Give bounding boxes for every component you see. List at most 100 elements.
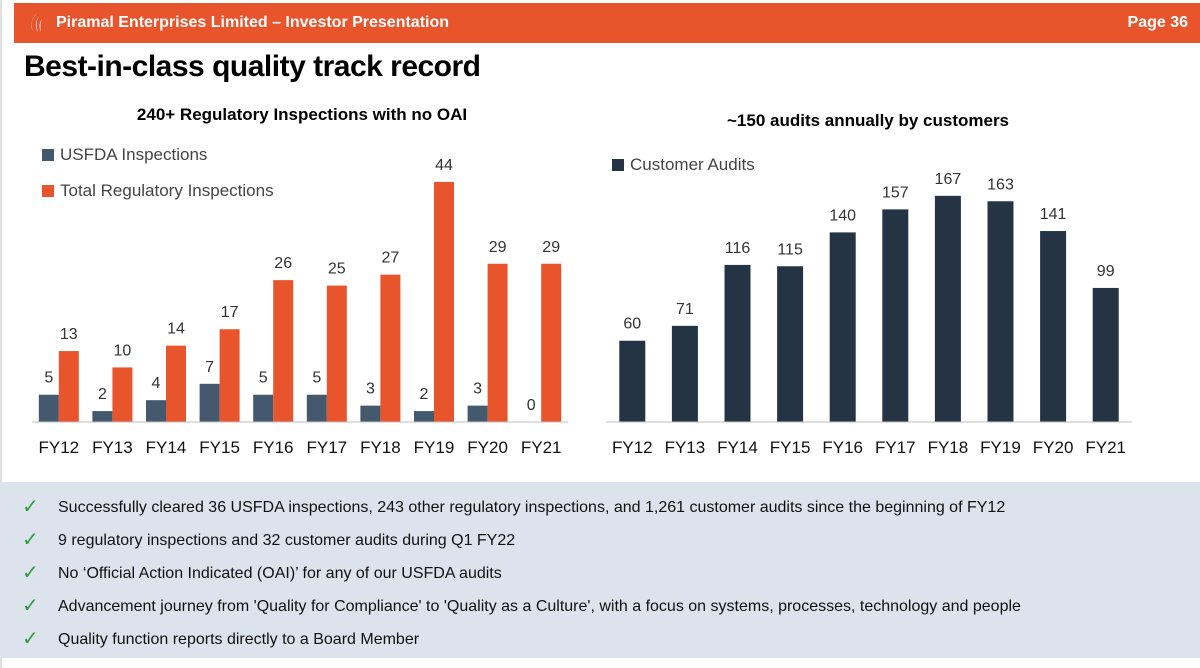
bar xyxy=(724,264,751,422)
bar xyxy=(58,351,79,422)
bar xyxy=(253,394,274,422)
data-label: 99 xyxy=(1097,263,1115,280)
data-label: 3 xyxy=(366,381,375,398)
bar xyxy=(934,195,961,422)
bar xyxy=(380,274,401,422)
x-tick-label: FY18 xyxy=(360,438,401,457)
data-label: 29 xyxy=(489,239,507,256)
data-label: 5 xyxy=(312,370,321,387)
x-tick-label: FY21 xyxy=(521,438,562,457)
data-label: 140 xyxy=(829,207,856,224)
bullet-text: Quality function reports directly to a B… xyxy=(58,631,420,648)
bullet-item: ✓ 9 regulatory inspections and 32 custom… xyxy=(0,525,1200,558)
x-tick-label: FY16 xyxy=(822,438,863,457)
bar xyxy=(882,209,909,422)
legend-swatch xyxy=(612,159,624,171)
data-label: 25 xyxy=(328,261,346,278)
check-icon: ✓ xyxy=(22,494,39,518)
data-label: 141 xyxy=(1040,206,1067,223)
chart-title: 240+ Regulatory Inspections with no OAI xyxy=(137,105,467,124)
legend-label: Total Regulatory Inspections xyxy=(60,181,274,200)
data-label: 2 xyxy=(98,386,107,403)
x-tick-label: FY13 xyxy=(92,438,133,457)
page-number: Page 36 xyxy=(1127,14,1188,31)
x-tick-label: FY12 xyxy=(38,438,79,457)
bullet-item: ✓ Advancement journey from 'Quality for … xyxy=(0,591,1200,624)
bar xyxy=(360,405,381,422)
bar xyxy=(671,325,698,422)
x-tick-label: FY19 xyxy=(414,438,455,457)
bar xyxy=(166,345,186,422)
bullet-item: ✓ Successfully cleared 36 USFDA inspecti… xyxy=(0,492,1200,525)
bar xyxy=(1040,231,1067,422)
data-label: 10 xyxy=(114,342,132,359)
bar xyxy=(434,181,454,422)
x-tick-label: FY15 xyxy=(199,438,240,457)
bar xyxy=(541,263,562,422)
data-label: 27 xyxy=(382,250,400,267)
regulatory-inspections-chart: 240+ Regulatory Inspections with no OAI U… xyxy=(32,105,568,457)
bullet-text: Advancement journey from 'Quality for Co… xyxy=(58,598,1021,615)
data-label: 13 xyxy=(60,326,78,343)
bar xyxy=(414,411,434,422)
data-label: 29 xyxy=(542,239,560,256)
x-tick-label: FY16 xyxy=(253,438,294,457)
x-tick-label: FY17 xyxy=(306,438,347,457)
x-tick-label: FY20 xyxy=(1033,438,1074,457)
check-icon: ✓ xyxy=(22,527,39,551)
bar xyxy=(829,232,856,422)
bar xyxy=(92,411,113,422)
x-tick-label: FY14 xyxy=(717,438,758,457)
x-tick-label: FY19 xyxy=(980,438,1021,457)
data-label: 14 xyxy=(167,321,185,338)
legend-label: Customer Audits xyxy=(630,155,755,174)
customer-audits-chart: ~150 audits annually by customers Custome… xyxy=(606,111,1132,457)
chart-title: ~150 audits annually by customers xyxy=(727,111,1009,130)
x-tick-label: FY12 xyxy=(612,438,653,457)
check-icon: ✓ xyxy=(22,593,39,617)
key-points-panel: ✓ Successfully cleared 36 USFDA inspecti… xyxy=(0,482,1200,658)
header-title: Piramal Enterprises Limited – Investor P… xyxy=(56,14,450,31)
data-label: 26 xyxy=(274,255,292,272)
page-title: Best-in-class quality track record xyxy=(24,50,481,83)
data-label: 71 xyxy=(676,301,694,318)
bar xyxy=(199,383,220,422)
legend-label: USFDA Inspections xyxy=(60,145,207,164)
bar xyxy=(987,201,1014,422)
check-icon: ✓ xyxy=(22,560,39,584)
legend-swatch xyxy=(42,185,54,197)
x-tick-label: FY21 xyxy=(1085,438,1126,457)
bar xyxy=(619,340,646,422)
data-label: 115 xyxy=(777,241,803,258)
bar xyxy=(777,266,804,422)
bar xyxy=(1092,287,1119,422)
x-tick-label: FY18 xyxy=(928,438,969,457)
bar xyxy=(306,394,327,422)
data-label: 163 xyxy=(987,176,1014,193)
bar xyxy=(112,367,133,422)
legend-swatch xyxy=(42,149,54,161)
bullet-item: ✓ No ‘Official Action Indicated (OAI)’ f… xyxy=(0,558,1200,591)
data-label: 3 xyxy=(473,381,482,398)
bullet-text: Successfully cleared 36 USFDA inspection… xyxy=(58,499,1006,516)
data-label: 167 xyxy=(935,171,962,188)
bullet-text: No ‘Official Action Indicated (OAI)’ for… xyxy=(58,565,502,582)
x-tick-label: FY20 xyxy=(467,438,508,457)
bullet-item: ✓ Quality function reports directly to a… xyxy=(0,624,1200,657)
data-label: 4 xyxy=(152,375,161,392)
piramal-logo-icon xyxy=(31,13,42,32)
data-label: 157 xyxy=(882,184,909,201)
bar xyxy=(38,394,59,422)
bar xyxy=(219,329,240,422)
bar xyxy=(487,263,508,422)
data-label: 5 xyxy=(44,370,53,387)
x-tick-label: FY15 xyxy=(770,438,811,457)
bar xyxy=(146,400,166,422)
bar xyxy=(467,405,488,422)
data-label: 44 xyxy=(435,157,453,174)
data-label: 116 xyxy=(725,240,751,257)
data-label: 0 xyxy=(527,397,536,414)
data-label: 60 xyxy=(623,316,641,333)
bar xyxy=(273,280,294,422)
bullet-text: 9 regulatory inspections and 32 customer… xyxy=(58,532,516,549)
